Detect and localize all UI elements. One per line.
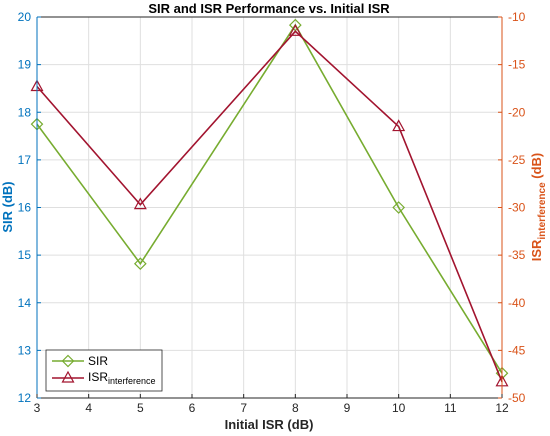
x-tick-label: 10 xyxy=(392,401,406,415)
data-point-isr xyxy=(288,24,302,36)
left-tick-label: 16 xyxy=(18,201,32,215)
left-tick-label: 18 xyxy=(18,105,32,119)
left-axis-label: SIR (dB) xyxy=(0,181,15,232)
right-tick-label: -30 xyxy=(508,201,526,215)
legend-label-isr: ISRinterference xyxy=(88,370,156,386)
right-tick-label: -10 xyxy=(508,10,526,24)
data-point-sir xyxy=(392,201,406,214)
ticks-layer: 3 4 5 6 7 8 9 10 11 12 12 13 14 15 16 17 18 19 20 -10 -15 -20… xyxy=(18,10,526,415)
right-tick-label: -40 xyxy=(508,296,526,310)
x-tick-label: 8 xyxy=(292,401,299,415)
right-axis-label-sub: interference xyxy=(537,182,548,240)
right-axis-label: ISRinterference (dB) xyxy=(529,153,548,262)
x-tick-label: 6 xyxy=(189,401,196,415)
right-tick-label: -35 xyxy=(508,248,526,262)
legend-marker-isr xyxy=(61,370,75,383)
legend-label-isr-main: ISR xyxy=(88,370,108,384)
left-tick-label: 17 xyxy=(18,153,32,167)
data-point-isr xyxy=(133,197,147,210)
x-tick-label: 4 xyxy=(85,401,92,415)
left-tick-label: 20 xyxy=(18,10,32,24)
x-tick-label: 5 xyxy=(137,401,144,415)
left-tick-label: 12 xyxy=(18,391,32,405)
left-tick-label: 13 xyxy=(18,343,32,357)
legend-label-isr-sub: interference xyxy=(108,376,156,386)
x-tick-label: 9 xyxy=(344,401,351,415)
right-tick-label: -20 xyxy=(508,105,526,119)
right-tick-label: -45 xyxy=(508,343,526,357)
right-axis-label-unit: (dB) xyxy=(529,153,544,183)
legend-label-sir: SIR xyxy=(88,354,108,368)
legend-box xyxy=(45,349,163,392)
x-tick-label: 12 xyxy=(495,401,509,415)
data-point-isr xyxy=(392,119,406,132)
right-tick-label: -50 xyxy=(508,391,526,405)
x-tick-label: 3 xyxy=(34,401,41,415)
x-tick-label: 11 xyxy=(444,401,457,415)
x-axis-label: Initial ISR (dB) xyxy=(225,417,314,432)
left-tick-label: 15 xyxy=(18,248,32,262)
data-point-sir xyxy=(133,257,147,271)
right-axis-label-main: ISR xyxy=(529,239,544,261)
legend: SIR ISRinterference xyxy=(45,349,163,392)
series-line-isr xyxy=(36,30,503,383)
legend-marker-sir xyxy=(61,354,75,368)
left-tick-label: 14 xyxy=(18,296,32,310)
left-tick-label: 19 xyxy=(18,58,32,72)
chart-title: SIR and ISR Performance vs. Initial ISR xyxy=(148,1,390,16)
x-tick-label: 7 xyxy=(240,401,247,415)
right-tick-label: -25 xyxy=(508,153,526,167)
right-tick-label: -15 xyxy=(508,58,526,72)
